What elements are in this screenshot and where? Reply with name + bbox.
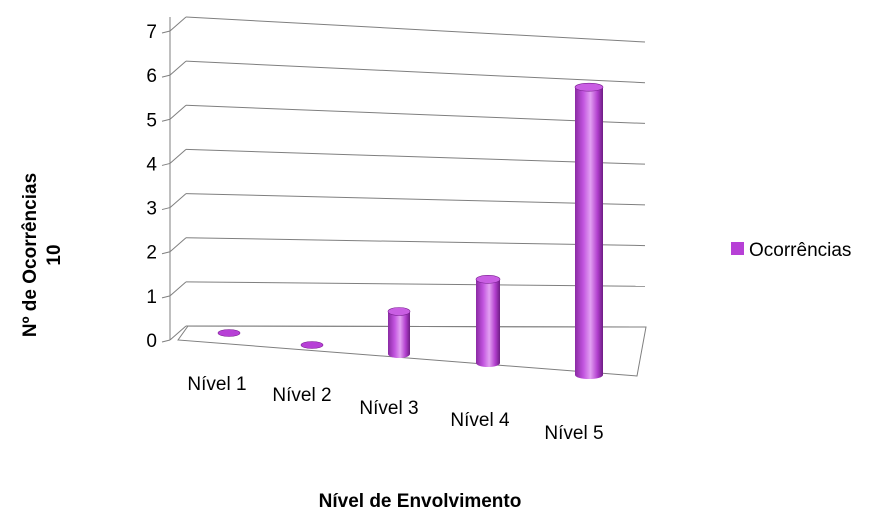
legend: Ocorrências: [731, 240, 851, 261]
bar-body: [476, 279, 500, 367]
y-tick-label: 7: [146, 22, 157, 43]
y-tick-mark: [161, 30, 171, 34]
svg-text:10: 10: [44, 244, 65, 265]
gridline: [185, 104, 646, 124]
gridline-depth: [169, 149, 187, 164]
gridline-depth: [169, 281, 187, 297]
bar: [574, 82, 604, 379]
y-tick-mark: [161, 162, 171, 166]
svg-text:Nº de Ocorrências: Nº de Ocorrências: [20, 173, 41, 337]
bar: [475, 275, 501, 367]
gridline-depth: [169, 237, 187, 253]
gridline: [185, 16, 646, 43]
bar-top: [574, 82, 604, 92]
bar-body: [575, 87, 603, 379]
bar-top: [300, 341, 324, 349]
bar: [300, 341, 324, 349]
x-tick-label: Nível 5: [544, 423, 603, 444]
bar-body: [388, 311, 410, 358]
y-tick-label: 5: [146, 110, 157, 131]
gridlines: [161, 16, 646, 343]
gridline: [185, 237, 646, 247]
gridline: [185, 281, 646, 287]
y-axis-tick-labels: 0 1 2 3 4 5 6 7: [146, 22, 157, 352]
y-tick-label: 2: [146, 243, 157, 264]
x-tick-label: Nível 1: [187, 374, 246, 395]
y-tick-mark: [161, 295, 171, 299]
y-tick-label: 1: [146, 287, 157, 308]
gridline-depth: [169, 193, 187, 208]
gridline: [185, 193, 646, 206]
gridline-depth: [169, 60, 187, 76]
gridline: [185, 60, 646, 84]
y-tick-label: 3: [146, 199, 157, 220]
bar: [387, 307, 411, 358]
y-tick-mark: [161, 118, 171, 122]
x-tick-label: Nível 3: [359, 398, 418, 419]
gridline-depth: [169, 104, 187, 120]
x-axis-title: Nível de Envolvimento: [319, 491, 522, 512]
y-tick-label: 4: [146, 154, 157, 175]
bar: [217, 329, 241, 337]
bars: [217, 82, 604, 379]
y-tick-mark: [161, 339, 171, 343]
y-tick-mark: [161, 74, 171, 78]
bar-top: [475, 275, 501, 284]
gridline: [185, 325, 646, 328]
bar-top: [217, 329, 241, 337]
x-axis-category-labels: Nível 1 Nível 2 Nível 3 Nível 4 Nível 5: [187, 374, 603, 444]
y-tick-mark: [161, 207, 171, 211]
y-axis-title: Nº de Ocorrências 10: [20, 173, 65, 337]
x-tick-label: Nível 4: [450, 410, 510, 431]
gridline-depth: [169, 325, 187, 341]
legend-label: Ocorrências: [749, 240, 851, 261]
y-tick-mark: [161, 251, 171, 255]
gridline-depth: [169, 16, 187, 32]
x-tick-label: Nível 2: [272, 385, 331, 406]
legend-swatch: [731, 242, 744, 255]
bar-top: [387, 307, 411, 316]
y-tick-label: 6: [146, 66, 157, 87]
y-tick-label: 0: [146, 331, 157, 352]
gridline: [185, 148, 646, 165]
